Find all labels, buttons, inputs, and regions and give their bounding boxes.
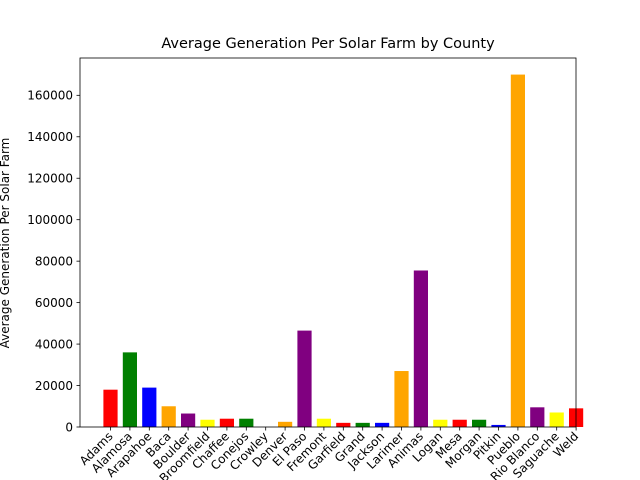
y-tick-label: 80000 [35, 254, 73, 268]
bar-arapahoe [142, 387, 157, 427]
bar-garfield [336, 422, 351, 427]
bar-grand [355, 422, 370, 427]
bar-adams [103, 389, 118, 427]
bar-pitkin [491, 424, 506, 427]
bar-animas [413, 270, 428, 427]
bar-el-paso [297, 330, 312, 427]
bar-saguache [549, 412, 564, 427]
y-tick-label: 60000 [35, 296, 73, 310]
bar-denver [278, 421, 293, 427]
chart-title: Average Generation Per Solar Farm by Cou… [161, 36, 495, 52]
bar-chaffee [219, 418, 234, 427]
y-tick-label: 120000 [27, 172, 73, 186]
bar-boulder [181, 413, 196, 427]
y-tick-label: 40000 [35, 337, 73, 351]
bar-fremont [316, 418, 331, 427]
y-tick-label: 160000 [27, 89, 73, 103]
y-axis-ticks: 0 20000 40000 60000 80000 100000 120000 140000 1… [27, 89, 80, 434]
y-tick-label: 140000 [27, 130, 73, 144]
y-tick-label: 100000 [27, 213, 73, 227]
bar-larimer [394, 371, 409, 427]
y-tick-label: 0 [65, 420, 73, 434]
bar-logan [433, 419, 448, 427]
bar-conejos [239, 418, 254, 427]
bar-broomfield [200, 419, 215, 427]
y-tick-label: 20000 [35, 379, 73, 393]
plot-frame [79, 57, 577, 428]
bars-group [103, 74, 584, 427]
bar-morgan [472, 419, 487, 427]
bar-alamosa [122, 352, 137, 427]
bar-jackson [375, 422, 390, 427]
bar-pueblo [510, 74, 525, 427]
bar-mesa [452, 419, 467, 427]
bar-baca [161, 406, 176, 427]
y-axis-label: Average Generation Per Solar Farm [0, 138, 12, 349]
x-axis-ticks: AdamsAlamosaArapahoeBacaBoulderBroomfiel… [77, 427, 581, 480]
bar-rio-blanco [530, 407, 545, 427]
